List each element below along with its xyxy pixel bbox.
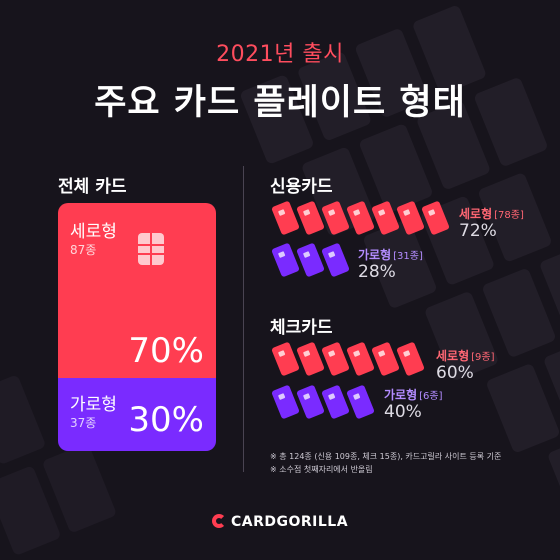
check-section-label: 체크카드 <box>270 318 333 338</box>
vertical-share-block: 세로형 87종 70% <box>58 203 216 378</box>
page-title: 주요 카드 플레이트 형태 <box>94 83 466 123</box>
vertical-card-icon <box>296 200 325 236</box>
horizontal-card-icon <box>321 384 350 420</box>
credit-vertical-percent: 72% <box>459 221 497 241</box>
vertical-card-icon <box>371 200 400 236</box>
footnote-rounding: ※ 소수점 첫째자리에서 반올림 <box>270 465 373 474</box>
horizontal-card-icon <box>346 384 375 420</box>
credit-horizontal-name: 가로형 [31종] <box>358 248 423 262</box>
check-vertical-percent: 60% <box>436 363 474 383</box>
horizontal-card-icon <box>321 242 350 278</box>
horizontal-percent: 30% <box>128 400 204 440</box>
horizontal-card-icon <box>296 242 325 278</box>
total-share-card: 세로형 87종 70% 가로형 37종 30% <box>58 203 216 451</box>
vertical-percent: 70% <box>128 331 204 371</box>
vertical-card-icon <box>321 200 350 236</box>
vertical-card-icon <box>421 200 450 236</box>
horizontal-count: 37종 <box>70 416 97 430</box>
vertical-card-icon <box>271 341 300 377</box>
horizontal-card-icon <box>271 242 300 278</box>
vertical-card-icon <box>296 341 325 377</box>
horizontal-name: 가로형 <box>70 395 117 415</box>
section-divider <box>243 166 244 472</box>
brand-name: CARDGORILLA <box>230 514 349 530</box>
brand-logo: CARDGORILLA <box>0 514 560 530</box>
vertical-card-icon <box>321 341 350 377</box>
card-chip-icon <box>138 233 164 265</box>
credit-horizontal-percent: 28% <box>358 262 396 282</box>
vertical-card-icon <box>346 341 375 377</box>
check-horizontal-percent: 40% <box>384 402 422 422</box>
vertical-card-icon <box>346 200 375 236</box>
footnote-total: ※ 총 124종 (신용 109종, 체크 15종), 카드고릴라 사이트 등록… <box>270 452 502 461</box>
horizontal-card-icon <box>296 384 325 420</box>
horizontal-share-block: 가로형 37종 30% <box>58 378 216 451</box>
credit-section-label: 신용카드 <box>270 177 333 197</box>
check-vertical-name: 세로형 [9종] <box>436 349 495 363</box>
vertical-name: 세로형 <box>70 222 117 242</box>
vertical-card-icon <box>396 200 425 236</box>
cardgorilla-logo-icon <box>211 514 226 528</box>
credit-vertical-name: 세로형 [78종] <box>459 207 524 221</box>
total-section-label: 전체 카드 <box>58 177 127 197</box>
vertical-card-icon <box>271 200 300 236</box>
vertical-card-icon <box>371 341 400 377</box>
subtitle: 2021년 출시 <box>216 42 344 67</box>
vertical-count: 87종 <box>70 243 97 257</box>
horizontal-card-icon <box>271 384 300 420</box>
check-horizontal-name: 가로형 [6종] <box>384 388 443 402</box>
vertical-card-icon <box>396 341 425 377</box>
